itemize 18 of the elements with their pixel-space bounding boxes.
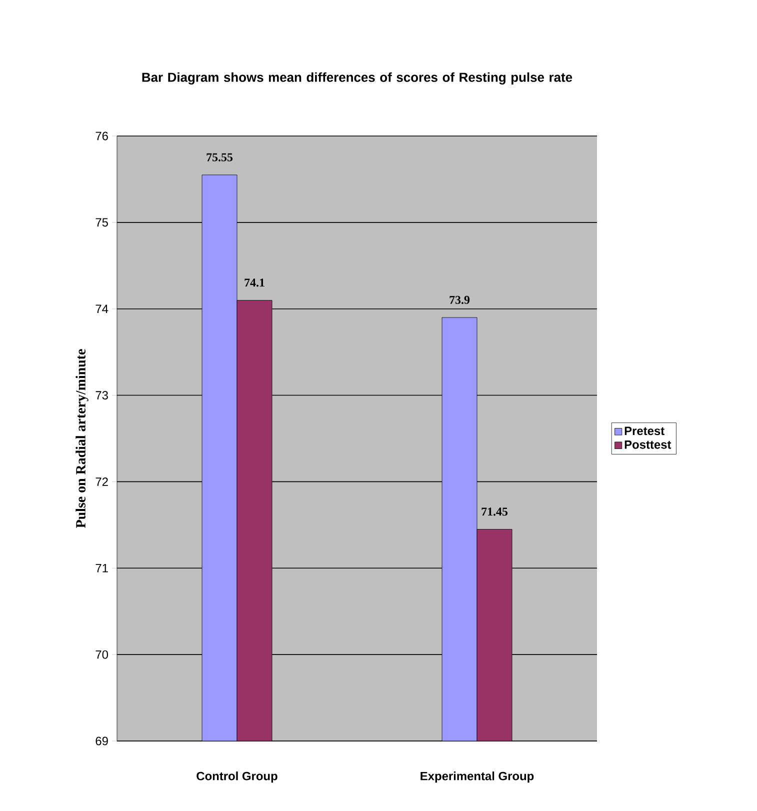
legend-label: Posttest	[624, 440, 672, 449]
x-tick-label: Control Group	[196, 772, 278, 783]
chart-title: Bar Diagram shows mean differences of scores of Resting pulse rate	[142, 72, 572, 84]
y-tick-label: 76	[96, 132, 108, 140]
data-label: 75.55	[206, 153, 233, 162]
x-tick-label: Experimental Group	[420, 772, 534, 783]
legend-label: Pretest	[624, 426, 664, 436]
y-tick-label: 74	[96, 304, 108, 313]
y-tick-label: 73	[96, 391, 108, 400]
y-tick-label: 70	[96, 650, 108, 659]
data-label: 74.1	[244, 278, 264, 287]
y-axis-title: Pulse on Radial artery/minute	[76, 349, 88, 528]
data-label: 71.45	[482, 508, 508, 516]
y-tick-label: 72	[96, 478, 108, 486]
y-tick-label: 69	[96, 736, 108, 746]
y-tick-label: 71	[96, 564, 108, 572]
y-tick-label: 75	[96, 218, 108, 227]
data-label: 73.9	[450, 296, 470, 304]
